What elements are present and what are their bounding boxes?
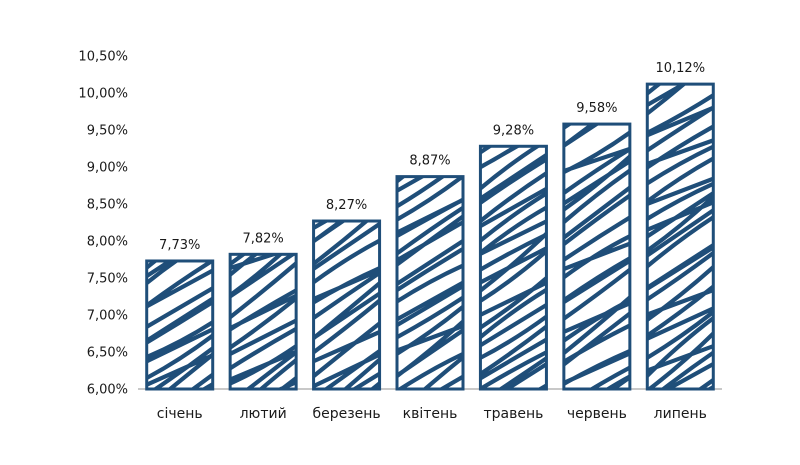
x-tick-label: лютий (240, 406, 287, 422)
bar-fill-scribble (647, 84, 714, 390)
bar-fill-scribble (146, 260, 213, 390)
x-tick-label: червень (567, 406, 627, 422)
bar-fill-scribble (397, 176, 463, 389)
y-tick-label: 9,00% (87, 161, 128, 176)
bar (478, 144, 548, 391)
data-label: 8,87% (409, 154, 450, 169)
y-tick-label: 8,50% (87, 198, 128, 213)
y-tick-label: 9,50% (87, 124, 128, 139)
bar (395, 175, 465, 391)
data-label: 9,28% (493, 123, 534, 138)
data-label: 7,73% (159, 238, 200, 253)
bar (645, 82, 715, 391)
y-tick-label: 7,00% (87, 309, 128, 324)
bar-fill-scribble (480, 146, 547, 389)
y-tick-label: 6,50% (87, 346, 128, 361)
data-label: 10,12% (655, 61, 705, 76)
y-tick-label: 8,00% (87, 235, 128, 250)
bar-fill-scribble (230, 254, 297, 389)
y-tick-label: 7,50% (87, 272, 128, 287)
x-tick-label: січень (157, 406, 203, 422)
bar (228, 252, 298, 391)
bar (312, 219, 382, 391)
data-label: 7,82% (242, 231, 283, 246)
y-tick-label: 6,00% (87, 383, 128, 398)
data-label: 9,58% (576, 101, 617, 116)
y-tick-label: 10,50% (78, 50, 128, 65)
x-tick-label: квітень (403, 406, 458, 422)
bar-fill-scribble (563, 124, 630, 390)
y-tick-label: 10,00% (78, 87, 128, 102)
data-label: 8,27% (326, 198, 367, 213)
bar (562, 122, 632, 391)
bar-fill-scribble (313, 221, 380, 389)
x-tick-label: липень (654, 406, 707, 422)
x-tick-label: травень (483, 406, 543, 422)
x-tick-label: березень (312, 406, 380, 422)
bar (145, 259, 215, 391)
